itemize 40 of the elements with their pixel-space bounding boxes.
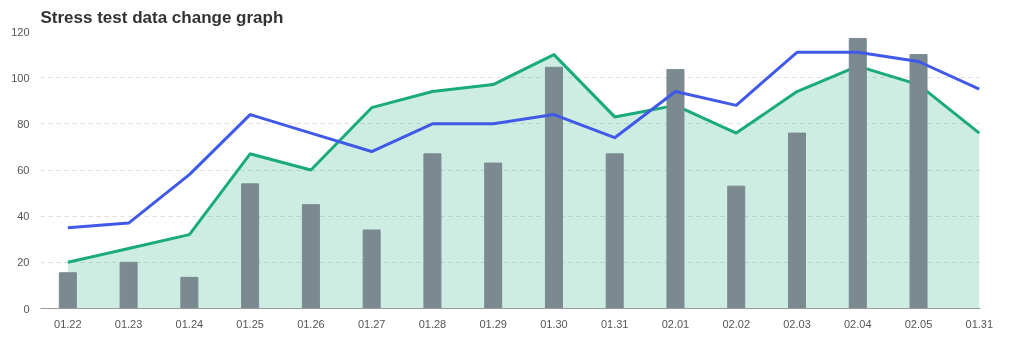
x-tick-label: 01.28 xyxy=(418,317,447,330)
x-tick-label: 01.31 xyxy=(600,317,629,330)
bar xyxy=(58,272,77,309)
y-tick-label: 0 xyxy=(23,302,30,315)
bar xyxy=(787,132,806,309)
bar xyxy=(241,183,260,309)
x-tick-label: 02.03 xyxy=(783,317,811,330)
x-tick-label: 01.30 xyxy=(540,317,568,330)
bar xyxy=(605,153,624,309)
bar xyxy=(909,54,928,309)
bar xyxy=(301,204,320,309)
bar xyxy=(180,276,199,309)
y-tick-label: 80 xyxy=(17,117,30,130)
bar xyxy=(362,229,381,309)
x-tick-label: 02.05 xyxy=(904,317,933,330)
x-tick-label: 02.02 xyxy=(722,317,750,330)
bar xyxy=(848,37,867,309)
x-tick-label: 02.01 xyxy=(661,317,690,330)
x-tick-label: 01.26 xyxy=(297,317,325,330)
y-tick-label: 40 xyxy=(17,210,30,223)
y-tick-label: 60 xyxy=(17,164,30,176)
x-tick-label: 01.27 xyxy=(357,317,386,330)
x-tick-label: 01.29 xyxy=(479,317,507,330)
bar xyxy=(119,261,138,309)
bar xyxy=(666,69,685,309)
y-tick-label: 120 xyxy=(11,25,30,38)
x-tick-label: 01.22 xyxy=(54,317,82,330)
y-tick-label: 100 xyxy=(11,71,30,84)
x-tick-label: 02.04 xyxy=(844,317,872,330)
line-series xyxy=(66,50,981,230)
bar xyxy=(727,185,746,309)
x-tick-label: 01.25 xyxy=(236,317,264,330)
y-tick-label: 20 xyxy=(17,256,30,269)
bar xyxy=(544,66,563,309)
x-tick-label: 01.24 xyxy=(175,317,204,330)
x-tick-label: 01.23 xyxy=(114,317,143,330)
x-tick-label: 01.31 xyxy=(965,317,994,330)
chart-title: Stress test data change graph xyxy=(40,7,284,27)
bar xyxy=(484,162,503,309)
bar xyxy=(423,153,442,309)
